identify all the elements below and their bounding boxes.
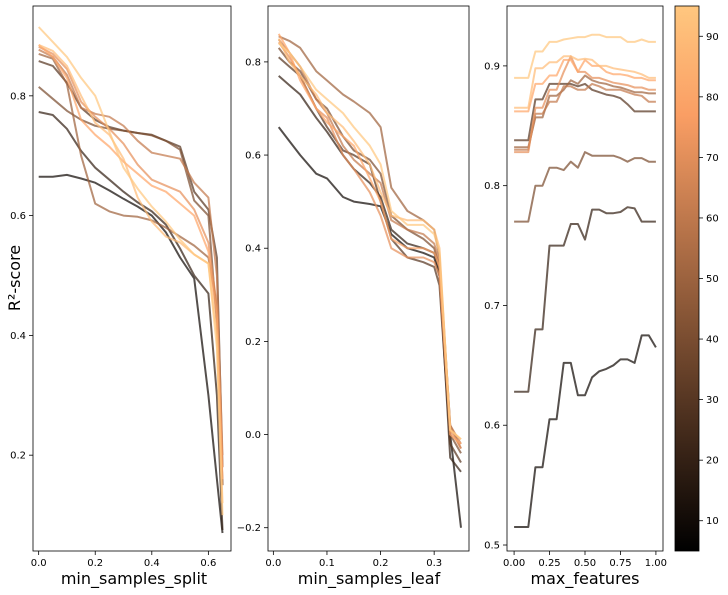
y-tick-label: 0.5	[484, 541, 500, 552]
series-line-min-samples-split-5	[38, 48, 224, 456]
series-line-min-samples-leaf-9	[278, 42, 462, 440]
chart-panel-max-features: 0.00 0.25 0.50 0.75 1.00 0.5 0.6 0.7 0.8 0.9 max_…	[484, 5, 667, 589]
series-line-max-features-1	[514, 206, 656, 393]
x-axis-label-min-samples-leaf: min_samples_leaf	[298, 569, 441, 589]
y-tick-label: 0.0	[245, 430, 261, 441]
chart-panel-min-samples-leaf: 0.0 0.1 0.2 0.3 −0.2 0.0 0.2 0.4 0.6 0.8 min_samp…	[237, 5, 470, 589]
series-line-min-samples-split-0	[38, 173, 224, 534]
y-tick-label: 0.8	[10, 91, 26, 102]
y-tick-label: −0.2	[237, 523, 261, 534]
colorbar: 10 20 30 40 50 60 70 80 90	[674, 5, 719, 552]
series-line-min-samples-leaf-2	[278, 56, 462, 464]
series-line-min-samples-split-6	[38, 45, 224, 468]
y-tick-label: 0.2	[10, 451, 26, 462]
series-line-max-features-3	[514, 151, 656, 223]
y-tick-label: 0.9	[484, 61, 500, 72]
series-line-min-samples-leaf-3	[277, 47, 462, 454]
series-line-max-features-7	[514, 58, 656, 113]
axes-frame-min-samples-leaf	[267, 5, 470, 552]
x-tick-label: 0.2	[87, 558, 103, 569]
y-tick-label: 0.8	[484, 181, 500, 192]
axes-frame-min-samples-split	[32, 5, 232, 552]
y-tick-label: 0.6	[245, 151, 261, 162]
y-tick-label: 0.4	[245, 244, 261, 255]
colorbar-tick-label: 50	[706, 274, 719, 285]
x-tick-label: 0.2	[373, 558, 389, 569]
x-axis-label-min-samples-split: min_samples_split	[61, 569, 207, 589]
colorbar-tick-label: 60	[706, 213, 719, 224]
series-line-min-samples-split-1	[38, 111, 224, 531]
x-tick-label: 0.4	[144, 558, 160, 569]
series-line-min-samples-split-4	[38, 52, 224, 486]
x-tick-label: 0.0	[265, 558, 281, 569]
colorbar-tick-label: 90	[706, 32, 719, 43]
series-line-max-features-2	[514, 82, 656, 142]
x-tick-label: 0.1	[319, 558, 335, 569]
series-line-max-features-8	[514, 55, 656, 109]
x-tick-label: 0.3	[426, 558, 442, 569]
y-tick-label: 0.8	[245, 57, 261, 68]
y-axis-label: R²-score	[5, 245, 24, 311]
colorbar-tick-label: 70	[706, 153, 719, 164]
colorbar-tick-label: 80	[706, 92, 719, 103]
y-tick-label: 0.4	[10, 331, 26, 342]
series-line-min-samples-leaf-5	[277, 38, 462, 445]
x-tick-label: 0.25	[538, 558, 560, 569]
colorbar-gradient	[674, 5, 700, 552]
y-tick-label: 0.7	[484, 301, 500, 312]
series-line-max-features-0	[514, 334, 657, 528]
series-line-max-features-4	[514, 74, 656, 149]
series-line-max-features-5	[514, 82, 656, 151]
x-tick-label: 0.75	[609, 558, 631, 569]
series-line-min-samples-leaf-8	[277, 38, 462, 440]
y-tick-label: 0.2	[245, 337, 261, 348]
series-line-min-samples-split-8	[38, 43, 224, 504]
x-tick-label: 0.0	[31, 558, 47, 569]
x-tick-label: 0.6	[200, 558, 216, 569]
x-tick-label: 1.00	[645, 558, 667, 569]
colorbar-tick-label: 20	[706, 456, 719, 467]
colorbar-tick-label: 40	[706, 335, 719, 346]
series-line-min-samples-split-9	[37, 26, 224, 516]
colorbar-tick-label: 30	[706, 395, 719, 406]
colorbar-tick-label: 10	[706, 516, 719, 527]
series-line-min-samples-leaf-6	[277, 41, 462, 450]
x-tick-label: 0.50	[574, 558, 596, 569]
y-tick-label: 0.6	[484, 421, 500, 432]
x-axis-label-max-features: max_features	[531, 569, 640, 589]
x-tick-label: 0.00	[503, 558, 525, 569]
series-line-min-samples-split-7	[38, 44, 224, 480]
series-line-max-features-9	[514, 33, 656, 79]
series-line-min-samples-leaf-0	[277, 126, 462, 528]
y-tick-label: 0.6	[10, 211, 26, 222]
series-line-min-samples-leaf-7	[277, 33, 462, 445]
chart-panel-min-samples-split: 0.0 0.2 0.4 0.6 0.2 0.4 0.6 0.8 min_samples_spl…	[10, 5, 232, 589]
series-line-min-samples-split-3	[38, 86, 224, 486]
series-line-max-features-6	[514, 55, 656, 154]
series-line-min-samples-split-2	[38, 60, 224, 468]
series-line-min-samples-leaf-1	[278, 75, 462, 473]
